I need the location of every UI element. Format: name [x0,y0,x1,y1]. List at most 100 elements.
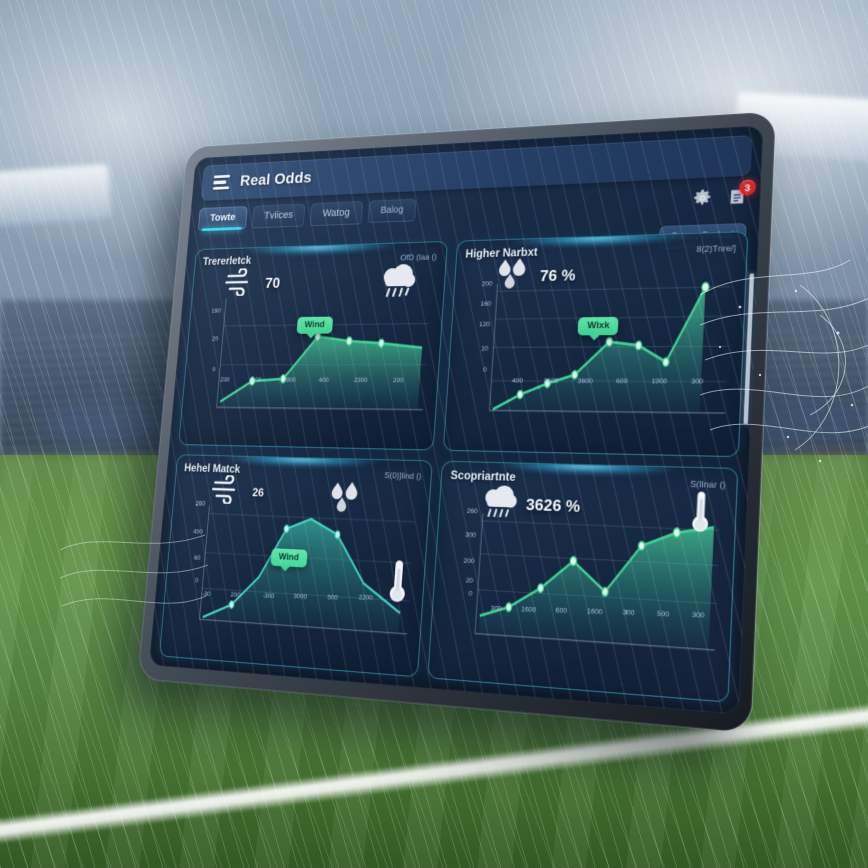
ytick: 0 [483,367,487,374]
ytick: 160 [480,301,492,308]
chart-tooltip: Wind [296,316,334,334]
cloud-rain-icon [376,262,421,306]
xtick: 3600 [577,378,593,385]
chart-area[interactable] [187,261,436,443]
ytick: 260 [467,507,479,515]
thermometer-icon [689,489,713,542]
wind-value: 26 [251,485,265,500]
xtick: 600 [616,378,628,386]
hamburger-menu-icon[interactable] [212,174,231,190]
precipitation-metric: 3626 % [478,482,582,530]
panel-top-glow [509,231,690,249]
chart-axis-labels: 190 20 0 230 2.00 2900 400 2300 200 [211,308,404,385]
ytick: 0 [195,577,199,584]
panel-body: 70 [187,261,436,443]
panel-top-glow [495,460,679,477]
humidity-metric: 76 % [494,256,576,298]
tablet-device: Real Odds Towte Tviices Watog Balog [137,111,776,733]
ytick: 120 [479,321,491,328]
panel-header: Higher Narbxt 8(2)Tnre/] [465,241,736,261]
settings-gear-icon[interactable] [692,188,714,209]
chart-tooltip: Wixk [577,316,620,336]
panel-title: Scopriartnte [450,469,517,484]
xtick: 400 [319,377,330,384]
xtick: 300 [691,378,704,386]
action-button[interactable]: Pastry Bndoal [658,222,747,250]
chart-area[interactable] [168,473,421,669]
panel-subtitle: 8(2)Tnre/] [696,242,737,255]
panel-header: Scopriartnte S(lInar () [450,469,726,489]
ytick: 200 [481,280,493,287]
ytick: 0 [468,590,473,598]
xtick: 300 [490,604,502,612]
humidity-droplets-icon [494,257,535,298]
xtick: 1900 [651,378,667,386]
ytick: 60 [194,554,201,561]
panel-higher-narbxt[interactable]: Higher Narbxt 8(2)Tnre/] [442,231,749,457]
wind-value: 70 [264,275,281,292]
humidity-droplets-icon [327,480,366,521]
xtick: 2200 [359,593,374,601]
tab-towte[interactable]: Towte [197,206,248,231]
ytick: 190 [211,308,221,315]
page-title: Real Odds [239,168,313,190]
crowd-blob [40,400,160,446]
chart-tooltip: Wind [270,548,308,568]
wind-metric: 70 [224,267,282,300]
xtick: -300 [262,592,275,600]
thermometer-icon [386,558,410,613]
header-icon-group: 3 [692,179,756,209]
tab-watog[interactable]: Watog [309,200,363,227]
xtick: 1600 [521,605,537,614]
xtick: 2900 [282,377,296,384]
tab-tviices[interactable]: Tviices [251,203,306,229]
xtick: 200 [230,591,241,599]
xtick: 300 [692,611,705,620]
panel-trererletck[interactable]: Trererletck OfD (Iaa () [178,240,448,451]
notification-badge: 3 [739,179,756,196]
app-root: Real Odds Towte Tviices Watog Balog [149,125,764,715]
chart-area[interactable] [437,481,725,693]
vertical-scrollbar[interactable] [743,272,755,425]
panel-body: 26 [168,473,421,669]
ytick: 20 [212,336,219,343]
chart-axis-labels: 200 160 120 10 0 400 2600 3600 600 1900 [479,280,704,386]
xtick: 600 [555,606,567,614]
xtick: 2300 [354,377,368,384]
xtick: 500 [327,593,338,601]
app-titlebar: Real Odds [200,135,753,202]
xtick: 300 [622,608,635,617]
xtick: 1600 [587,607,603,616]
xtick: -30 [202,590,211,598]
ytick: 300 [465,531,477,539]
xtick: 200 [393,377,404,384]
ytick: 200 [463,557,475,565]
wind-metric: 26 [211,474,266,509]
ytick: 260 [195,500,205,507]
xtick: 230 [220,377,230,384]
notifications-icon[interactable]: 3 [726,179,756,207]
tab-balog[interactable]: Balog [367,198,417,224]
tablet-screen: Real Odds Towte Tviices Watog Balog [148,125,764,715]
panel-body: 76 % [453,253,736,449]
panel-body: 3626 % [437,481,725,693]
chart-area[interactable] [453,253,736,449]
panel-subtitle: S(lInar () [689,477,726,490]
cloud-rain-icon [478,482,522,527]
ytick: 20 [466,576,474,584]
wind-icon [224,268,262,301]
ytick: 400 [193,528,203,535]
xtick: 2600 [543,378,559,385]
xtick: 500 [392,595,403,603]
dashboard-grid: Trererletck OfD (Iaa () [158,231,749,703]
chart-axis-labels: 260 400 60 0 -30 200 -300 3000 500 2200 [193,500,404,603]
wind-icon [211,474,249,508]
xtick: 3000 [293,592,307,600]
humidity-value: 76 % [539,266,576,285]
panel-scopriartnte[interactable]: Scopriartnte S(lInar () [427,460,739,703]
xtick: 400 [512,378,524,385]
panel-hehel-matck[interactable]: Hehel Matck S(0)]Iind () [158,453,433,678]
xtick: 500 [657,609,670,618]
panel-subtitle: S(0)]Iind () [384,469,422,481]
ytick: 0 [212,367,216,374]
